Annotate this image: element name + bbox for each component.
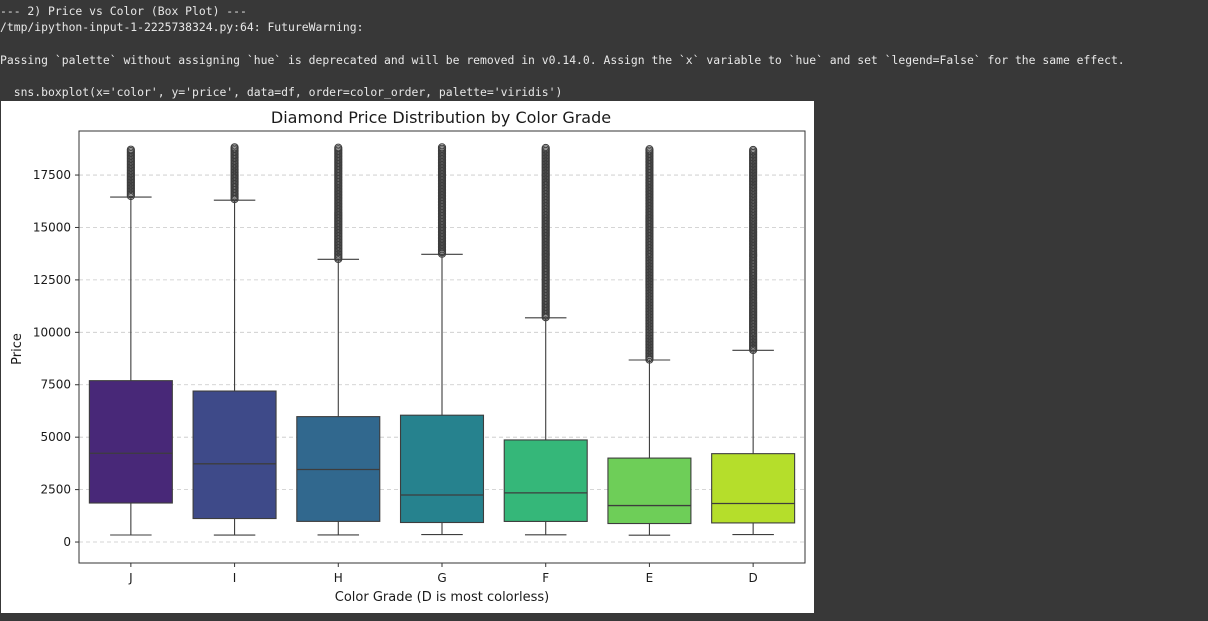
- warning-text-line: Passing `palette` without assigning `hue…: [0, 53, 1125, 67]
- box-e: [607, 145, 692, 536]
- outlier-point: [230, 143, 239, 152]
- y-tick-label: 12500: [33, 273, 71, 287]
- iqr-box: [607, 457, 692, 525]
- x-tick-label-d: D: [749, 571, 758, 585]
- y-tick-label: 10000: [33, 325, 71, 339]
- axis-layer: 0 2500 5000 7500 10000 12500 15000 17500 J I H G F E D: [33, 168, 758, 585]
- warning-path-line: /tmp/ipython-input-1-2225738324.py:64: F…: [0, 20, 364, 34]
- box-j: [88, 145, 173, 536]
- y-axis-label: Price: [10, 333, 25, 365]
- outlier-point: [645, 145, 654, 154]
- x-tick-label-g: G: [437, 571, 446, 585]
- iqr-box: [88, 380, 173, 504]
- boxplot-chart: Diamond Price Distribution by Color Grad…: [10, 108, 806, 605]
- y-tick-label: 7500: [40, 378, 71, 392]
- box-h: [296, 143, 381, 536]
- iqr-box: [711, 453, 796, 524]
- box-g: [399, 143, 485, 536]
- code-line: sns.boxplot(x='color', y='price', data=d…: [0, 85, 563, 99]
- x-tick-label-i: I: [233, 571, 237, 585]
- y-tick-label: 0: [63, 535, 71, 549]
- outlier-point: [126, 145, 135, 154]
- outlier-point: [749, 145, 758, 155]
- x-tick-label-h: H: [334, 571, 343, 585]
- console-header-line: --- 2) Price vs Color (Box Plot) ---: [0, 4, 247, 18]
- box-d: [711, 145, 796, 536]
- x-tick-label-e: E: [646, 571, 654, 585]
- x-tick-label-f: F: [542, 571, 549, 585]
- y-tick-label: 15000: [33, 220, 71, 234]
- plot-figure: Diamond Price Distribution by Color Grad…: [1, 101, 814, 613]
- y-tick-label: 2500: [40, 483, 71, 497]
- outlier-point: [541, 143, 550, 153]
- box-layer: [88, 143, 796, 536]
- x-axis-label: Color Grade (D is most colorless): [335, 590, 549, 605]
- box-f: [503, 143, 588, 536]
- outlier-point: [334, 143, 343, 152]
- y-tick-label: 5000: [40, 430, 71, 444]
- outlier-point: [437, 143, 447, 152]
- chart-title: Diamond Price Distribution by Color Grad…: [271, 108, 611, 127]
- y-tick-label: 17500: [33, 168, 71, 182]
- box-i: [192, 143, 277, 536]
- iqr-box: [192, 390, 277, 520]
- x-tick-label-j: J: [128, 571, 133, 585]
- iqr-box: [503, 439, 588, 522]
- iqr-box: [399, 414, 485, 524]
